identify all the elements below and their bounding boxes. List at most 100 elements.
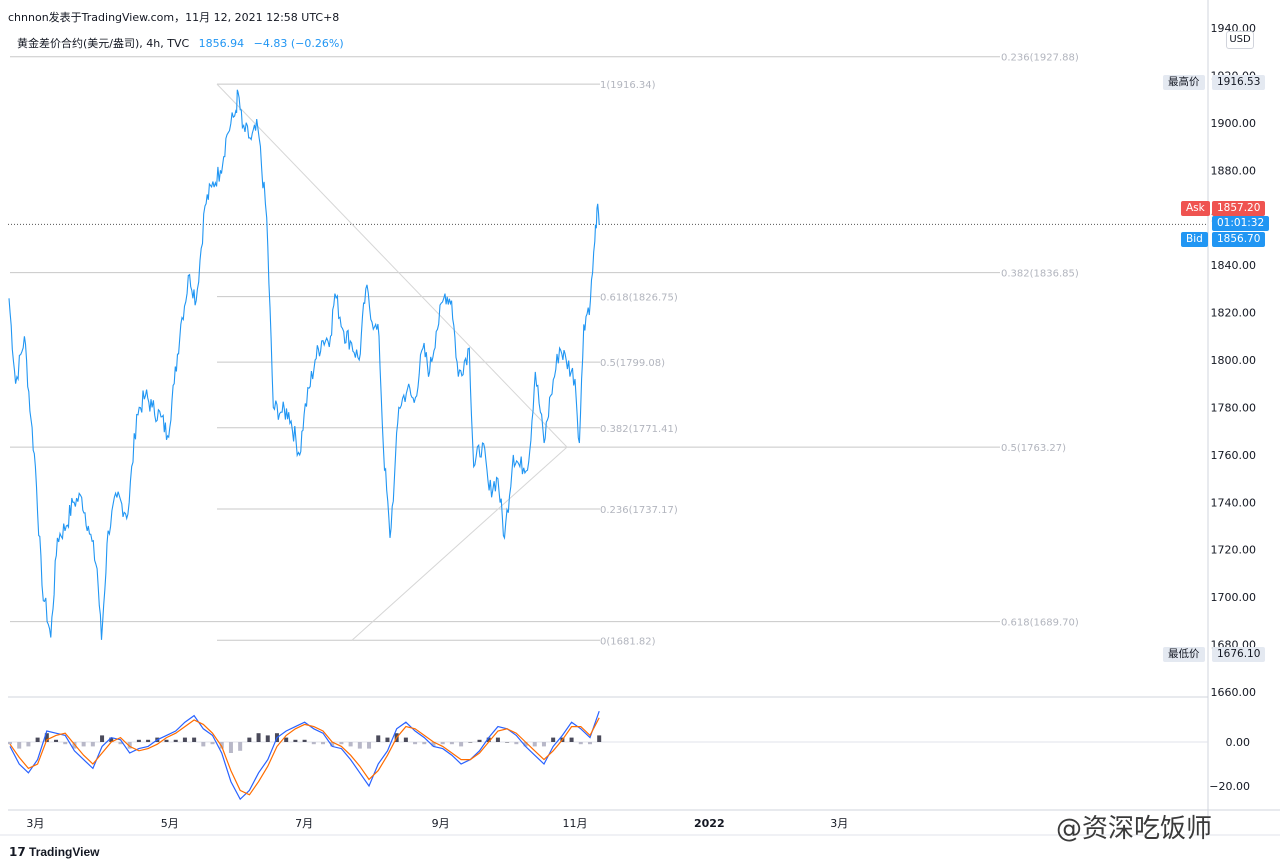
macd-histogram-bar	[348, 742, 353, 747]
macd-histogram-bar	[495, 737, 500, 742]
high-label: 最高价	[1163, 75, 1205, 90]
trend-line-lower	[351, 446, 568, 641]
macd-histogram-bar	[238, 742, 243, 751]
macd-histogram-bar	[403, 737, 408, 742]
macd-line	[9, 711, 600, 801]
fibonacci-layer: 1(1916.34) 0.618(1826.75) 0.5(1799.08) 0.38…	[10, 53, 1079, 647]
macd-histogram-bar	[146, 739, 151, 742]
y-tick-label: 1800.00	[1211, 354, 1257, 367]
ask-value: 1857.20	[1212, 201, 1266, 216]
macd-histogram-bar	[523, 742, 528, 747]
tradingview-logo[interactable]: 𝟭𝟳 TradingView	[9, 845, 100, 859]
price-axis[interactable]: 1660.001680.001700.001720.001740.001760.…	[1209, 22, 1256, 793]
macd-histogram-bar	[228, 742, 233, 753]
macd-histogram-bar	[587, 742, 592, 745]
macd-histogram-bar	[136, 739, 141, 742]
macd-histogram-bar	[597, 735, 602, 742]
macd-histogram-bar	[422, 742, 427, 745]
price-change: −4.83 (−0.26%)	[253, 37, 344, 50]
x-tick-label: 9月	[432, 817, 450, 830]
brand-name: TradingView	[29, 845, 100, 859]
fib-level-label-long: 0.382(1836.85)	[1001, 269, 1079, 280]
watermark: @资深吃饭师	[1056, 814, 1213, 844]
macd-histogram-bar	[532, 742, 537, 747]
low-label: 最低价	[1163, 647, 1205, 662]
x-tick-label: 5月	[161, 817, 179, 830]
macd-histogram-bar	[357, 742, 362, 749]
x-tick-label: 11月	[562, 817, 587, 830]
macd-y-tick-label: −20.00	[1209, 780, 1250, 793]
symbol-legend[interactable]: 黄金差价合约(美元/盎司), 4h, TVC 1856.94 −4.83 (−0…	[17, 35, 344, 51]
y-tick-label: 1780.00	[1211, 401, 1257, 414]
macd-histogram-bar	[302, 739, 307, 742]
macd-histogram-bar	[44, 733, 49, 742]
y-tick-label: 1820.00	[1211, 307, 1257, 320]
macd-histogram-bar	[514, 742, 519, 745]
fib-level-label: 0.618(1826.75)	[600, 293, 678, 304]
macd-histogram-bar	[477, 739, 482, 742]
price-line	[8, 89, 600, 640]
macd-histogram-bar	[551, 737, 556, 742]
x-tick-label: 2022	[694, 817, 725, 830]
macd-histogram-bar	[569, 737, 574, 742]
macd-histogram-bar	[505, 742, 510, 743]
macd-histogram-bar	[118, 742, 123, 745]
fib-level-label-long: 0.236(1927.88)	[1001, 53, 1079, 64]
macd-histogram-bar	[541, 742, 546, 747]
macd-histogram-bar	[459, 742, 464, 747]
macd-histogram-bar	[210, 742, 215, 745]
macd-histogram-bar	[192, 737, 197, 742]
currency-badge[interactable]: USD	[1226, 31, 1254, 49]
macd-histogram-bar	[468, 742, 473, 743]
x-tick-label: 7月	[295, 817, 313, 830]
x-tick-label: 3月	[830, 817, 848, 830]
bid-label: Bid	[1181, 232, 1208, 247]
y-tick-label: 1720.00	[1211, 544, 1257, 557]
signal-line	[9, 717, 600, 796]
fib-level-label-long: 0.5(1763.27)	[1001, 443, 1066, 454]
macd-histogram-bar	[164, 739, 169, 742]
bid-value: 1856.70	[1212, 232, 1266, 247]
macd-histogram-bar	[413, 742, 418, 745]
macd-histogram-bar	[8, 742, 12, 745]
macd-y-tick-label: 0.00	[1226, 736, 1251, 749]
macd-histogram-bar	[367, 742, 372, 749]
y-tick-label: 1700.00	[1211, 591, 1257, 604]
macd-histogram-bar	[201, 742, 206, 747]
last-price: 1856.94	[198, 37, 245, 50]
macd-histogram-bar	[449, 742, 454, 745]
y-tick-label: 1900.00	[1211, 117, 1257, 130]
macd-histogram-bar	[63, 742, 68, 745]
y-tick-label: 1880.00	[1211, 164, 1257, 177]
fib-level-label: 0(1681.82)	[600, 636, 656, 647]
macd-histogram-bar	[256, 733, 261, 742]
macd-histogram-bar	[26, 742, 31, 747]
trend-line-upper	[216, 83, 568, 448]
time-axis[interactable]: 3月 5月 7月 9月 11月 2022 3月	[26, 817, 848, 830]
publisher-line: chnnon发表于TradingView.com，11月 12, 2021 12…	[8, 11, 340, 24]
macd-histogram-bar	[127, 742, 132, 749]
macd-histogram-bar	[330, 742, 335, 747]
macd-histogram-bar	[376, 735, 381, 742]
axis-frame	[0, 0, 1280, 836]
macd-histogram-bar	[293, 739, 298, 742]
macd-histogram-bar	[54, 739, 59, 742]
ask-label: Ask	[1181, 201, 1210, 216]
macd-histogram-bar	[100, 735, 105, 742]
bar-countdown: 01:01:32	[1212, 216, 1270, 231]
macd-histogram-bar	[81, 742, 86, 747]
macd-histogram-bar	[35, 737, 40, 742]
macd-histogram-bar	[173, 739, 178, 742]
y-tick-label: 1840.00	[1211, 259, 1257, 272]
macd-histogram-bar	[385, 737, 390, 742]
macd-histogram-bar	[72, 742, 77, 749]
y-tick-label: 1660.00	[1211, 686, 1257, 699]
fib-level-label: 1(1916.34)	[600, 80, 656, 91]
macd-histogram-bar	[219, 742, 224, 749]
macd-histogram-bar	[247, 737, 252, 742]
macd-layer	[8, 711, 1208, 801]
fib-level-label: 0.382(1771.41)	[600, 424, 678, 435]
macd-histogram-bar	[182, 737, 187, 742]
macd-histogram-bar	[109, 737, 114, 742]
